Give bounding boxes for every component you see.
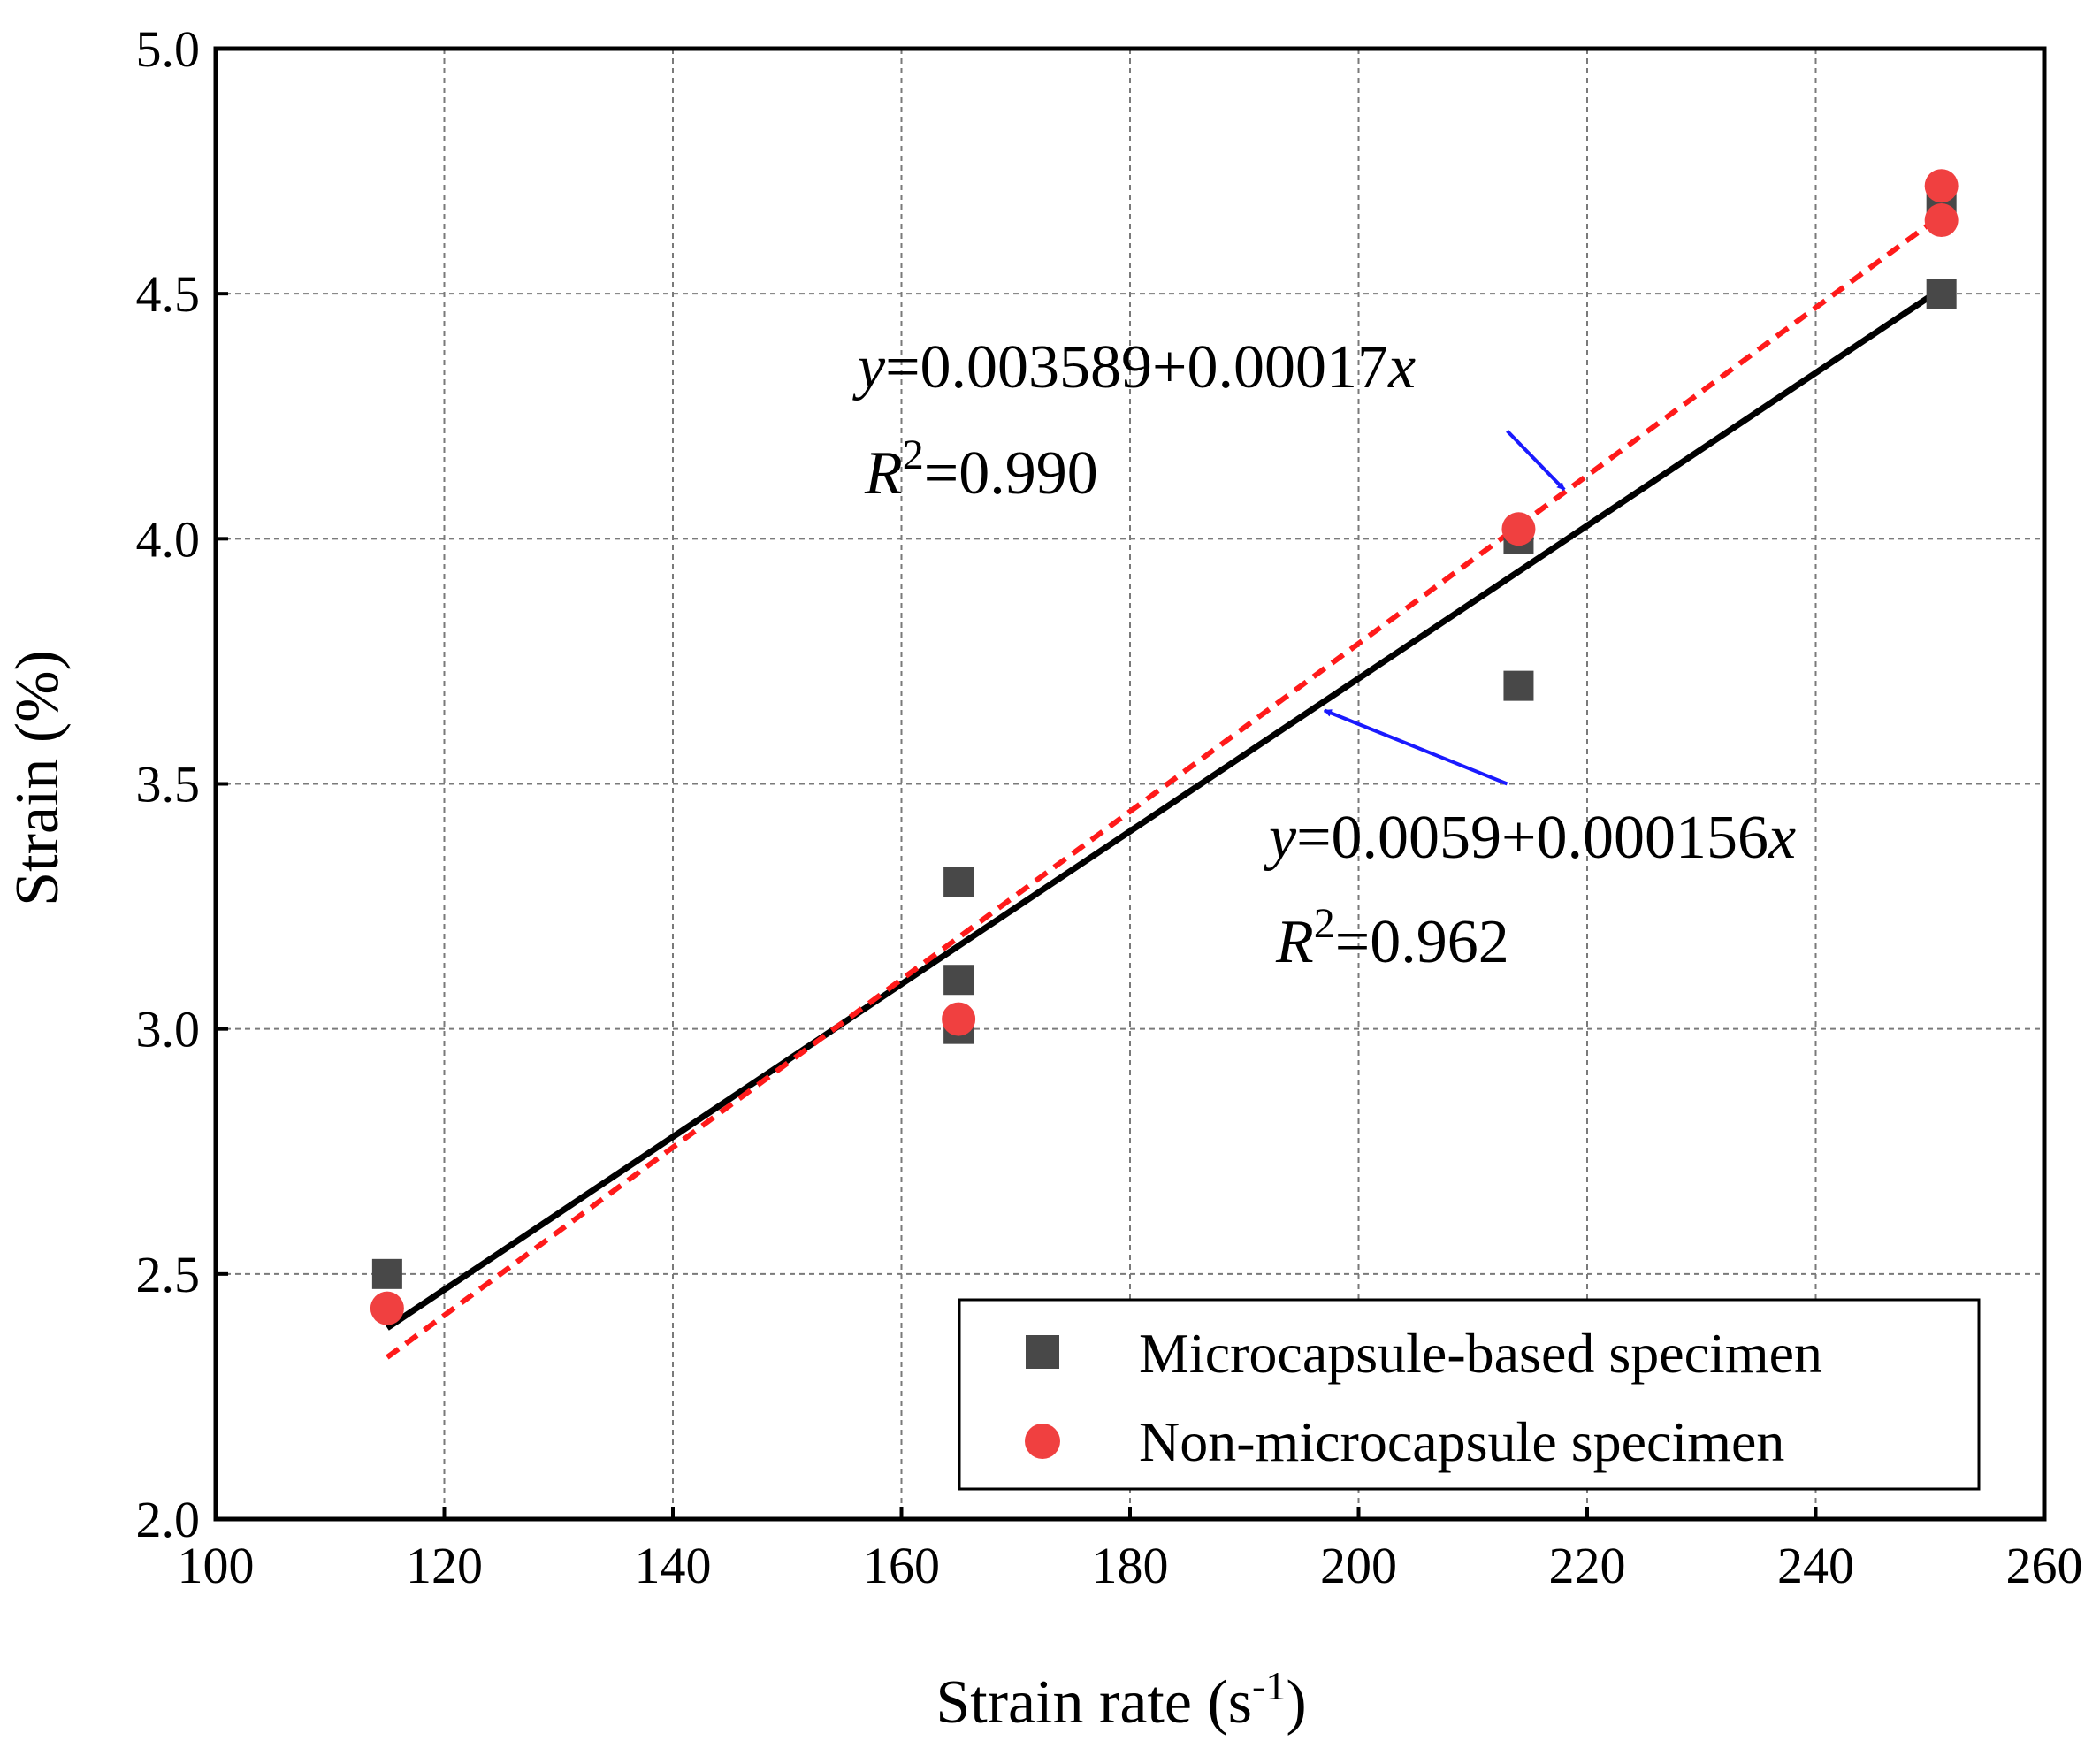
annotation-1-eq: =0.003589+0.00017 bbox=[885, 333, 1388, 401]
annotation-1-r2-value: =0.990 bbox=[924, 439, 1098, 508]
annotation-2-r2: R2=0.962 bbox=[1275, 900, 1509, 976]
square-marker bbox=[1503, 670, 1534, 701]
legend-box bbox=[958, 1298, 1981, 1491]
annotation-2-equation: y=0.0059+0.000156x bbox=[1264, 804, 1796, 872]
annotation-2-x: x bbox=[1768, 804, 1796, 872]
annotation-2-r2-value: =0.962 bbox=[1335, 908, 1509, 976]
annotation-2-arrow bbox=[1323, 708, 1508, 786]
x-tick-label: 140 bbox=[635, 1537, 712, 1594]
y-tick-label: 4.5 bbox=[136, 265, 201, 323]
annotation-2-r: R bbox=[1275, 908, 1314, 976]
legend: Microcapsule-based specimen Non-microcap… bbox=[958, 1298, 1981, 1491]
annotation-1-r: R bbox=[864, 439, 903, 508]
fit-line-microcapsule bbox=[385, 286, 1943, 1331]
annotation-1-y: y bbox=[852, 333, 886, 401]
x-axis-title-text: Strain rate (s bbox=[935, 1668, 1252, 1737]
annotation-1-r-sup: 2 bbox=[903, 431, 924, 478]
x-axis-title-tail: ) bbox=[1286, 1668, 1306, 1737]
annotation-1-r2: R2=0.990 bbox=[864, 431, 1098, 508]
x-tick-label: 240 bbox=[1777, 1537, 1854, 1594]
x-tick-label: 100 bbox=[178, 1537, 255, 1594]
axis-ticks: 100 120 140 160 180 200 220 240 260 2.0 2.5 3.0 3.5 4… bbox=[136, 20, 2083, 1594]
x-axis-title-sup: -1 bbox=[1252, 1663, 1286, 1708]
square-marker bbox=[943, 867, 974, 897]
y-tick-label: 2.5 bbox=[136, 1246, 201, 1303]
annotation-2-eq: =0.0059+0.000156 bbox=[1296, 804, 1768, 872]
annotation-2-y: y bbox=[1264, 804, 1297, 872]
y-tick-label: 5.0 bbox=[136, 20, 201, 78]
y-tick-label: 2.0 bbox=[136, 1491, 201, 1548]
legend-circle-marker bbox=[1025, 1424, 1060, 1459]
annotation-1-x: x bbox=[1387, 333, 1416, 401]
square-marker bbox=[943, 965, 974, 996]
legend-label-microcapsule: Microcapsule-based specimen bbox=[1139, 1322, 1822, 1385]
annotation-1-arrow bbox=[1506, 429, 1566, 492]
y-tick-label: 3.5 bbox=[136, 756, 201, 813]
circle-marker bbox=[370, 1291, 404, 1325]
x-axis-title: Strain rate (s-1) bbox=[935, 1663, 1306, 1737]
y-tick-label: 4.0 bbox=[136, 510, 201, 568]
legend-label-non-microcapsule: Non-microcapsule specimen bbox=[1139, 1410, 1784, 1473]
annotation-2-r-sup: 2 bbox=[1314, 900, 1335, 947]
circle-marker bbox=[1924, 203, 1959, 238]
circle-marker bbox=[1501, 512, 1536, 546]
circle-marker bbox=[1924, 169, 1959, 203]
x-tick-label: 220 bbox=[1549, 1537, 1626, 1594]
square-marker bbox=[371, 1258, 402, 1289]
legend-square-marker bbox=[1026, 1335, 1059, 1369]
y-tick-label: 3.0 bbox=[136, 1001, 201, 1058]
plot-frame bbox=[213, 46, 2047, 1522]
x-tick-label: 260 bbox=[2006, 1537, 2083, 1594]
x-tick-label: 160 bbox=[863, 1537, 940, 1594]
square-marker bbox=[1926, 279, 1957, 309]
x-tick-label: 180 bbox=[1092, 1537, 1169, 1594]
x-tick-label: 120 bbox=[406, 1537, 483, 1594]
y-axis-title: Strain (%) bbox=[4, 650, 72, 906]
data-markers bbox=[370, 169, 1959, 1325]
annotation-1-equation: y=0.003589+0.00017x bbox=[852, 333, 1416, 401]
gridlines bbox=[216, 49, 2044, 1519]
circle-marker bbox=[942, 1002, 976, 1036]
x-tick-label: 200 bbox=[1320, 1537, 1397, 1594]
fit-lines bbox=[385, 213, 1943, 1360]
